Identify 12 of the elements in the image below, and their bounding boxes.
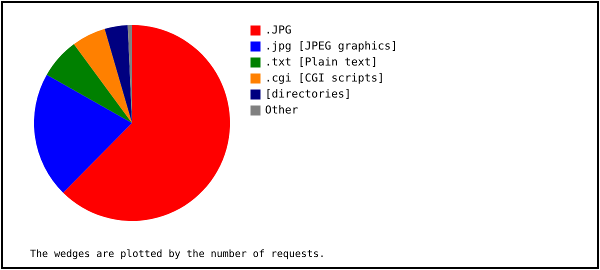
- legend-label: Other: [265, 104, 298, 116]
- text: The wedges are plotted by the number of requests.: [30, 249, 326, 260]
- pie-slice: [74, 28, 132, 123]
- legend-label: .txt [Plain text]: [265, 56, 378, 68]
- pie-slice: [46, 44, 132, 123]
- pie-slice: [34, 74, 132, 193]
- legend-label: .cgi [CGI scripts]: [265, 72, 384, 84]
- legend-label: [directories]: [265, 88, 352, 100]
- pie-slice: [63, 25, 230, 221]
- legend-label: .JPG: [265, 24, 292, 36]
- legend-label: .jpg [JPEG graphics]: [265, 40, 398, 52]
- pie-slice: [104, 25, 132, 123]
